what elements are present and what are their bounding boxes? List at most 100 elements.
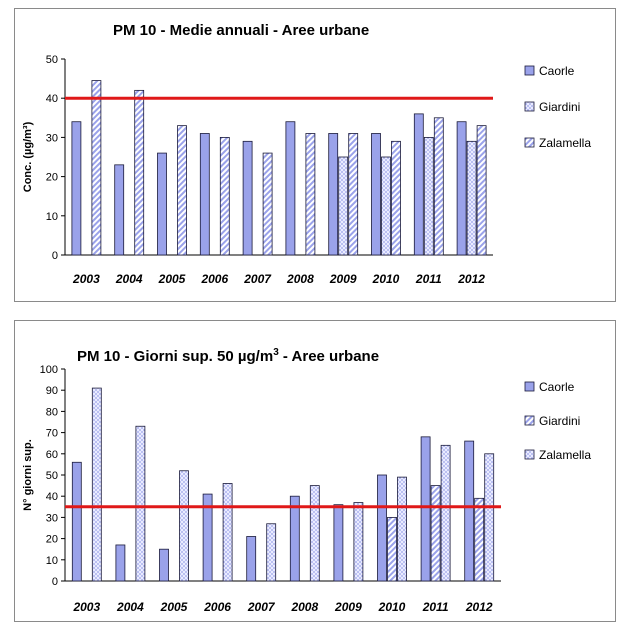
x-category-label: 2003 xyxy=(72,600,100,614)
x-category-label: 2009 xyxy=(334,600,362,614)
x-category-label: 2006 xyxy=(200,272,228,286)
y-tick-label: 0 xyxy=(52,250,58,262)
bar-caorle-2003 xyxy=(71,461,82,582)
bar-zalamella-2007 xyxy=(266,523,277,582)
bar-zalamella-2010 xyxy=(391,140,401,256)
x-category-label: 2003 xyxy=(72,272,100,286)
chart-giorni-superamento: PM 10 - Giorni sup. 50 µg/m3 - Aree urba… xyxy=(22,347,591,614)
y-tick-label: 20 xyxy=(46,534,58,546)
bar-zalamella-2006 xyxy=(219,136,230,256)
bar-zalamella-2011 xyxy=(433,117,444,256)
legend-swatch-caorle xyxy=(524,65,535,76)
bar-zalamella-2012 xyxy=(484,453,495,582)
bar-caorle-2011 xyxy=(413,113,424,256)
x-category-label: 2012 xyxy=(465,600,493,614)
legend-label-giardini: Giardini xyxy=(539,414,580,428)
bar-zalamella-2011 xyxy=(440,444,451,582)
x-category-label: 2006 xyxy=(203,600,231,614)
bar-zalamella-2008 xyxy=(309,485,320,582)
legend-label-zalamella: Zalamella xyxy=(539,136,591,150)
bar-zalamella-2003 xyxy=(91,80,102,256)
bar-caorle-2012 xyxy=(464,440,475,582)
x-category-label: 2007 xyxy=(243,272,272,286)
y-tick-label: 90 xyxy=(46,385,58,397)
y-tick-label: 50 xyxy=(46,54,58,66)
y-axis-label: N° giorni sup. xyxy=(22,439,34,511)
bar-caorle-2008 xyxy=(289,495,300,582)
legend-swatch-caorle xyxy=(524,381,535,392)
bar-giardini-2010 xyxy=(387,516,397,582)
legend-label-caorle: Caorle xyxy=(539,64,575,78)
legend-swatch-zalamella xyxy=(524,449,535,460)
y-tick-label: 50 xyxy=(46,470,58,482)
x-category-label: 2010 xyxy=(378,600,406,614)
legend-swatch-giardini xyxy=(524,415,535,426)
legend-label-giardini: Giardini xyxy=(539,100,580,114)
x-category-label: 2005 xyxy=(158,272,186,286)
chart-panel-giorni-superamento: PM 10 - Giorni sup. 50 µg/m3 - Aree urba… xyxy=(14,320,616,622)
bar-caorle-2005 xyxy=(157,152,167,256)
bar-zalamella-2012 xyxy=(476,125,487,256)
y-tick-label: 40 xyxy=(46,491,58,503)
bar-caorle-2004 xyxy=(114,164,125,256)
x-category-label: 2009 xyxy=(329,272,357,286)
x-category-label: 2004 xyxy=(116,600,144,614)
bar-zalamella-2008 xyxy=(305,133,316,256)
x-category-label: 2012 xyxy=(457,272,485,286)
x-category-label: 2011 xyxy=(422,600,449,614)
x-category-label: 2008 xyxy=(286,272,314,286)
y-tick-label: 10 xyxy=(46,555,58,567)
bar-zalamella-2010 xyxy=(397,476,407,582)
bar-caorle-2010 xyxy=(377,474,387,582)
bar-caorle-2006 xyxy=(202,493,213,582)
bar-giardini-2011 xyxy=(423,136,434,256)
y-tick-label: 10 xyxy=(46,211,58,223)
y-tick-label: 20 xyxy=(46,172,58,184)
legend-label-caorle: Caorle xyxy=(539,380,575,394)
chart-title: PM 10 - Giorni sup. 50 µg/m3 - Aree urba… xyxy=(77,347,379,365)
y-axis-label: Conc. (µg/m³) xyxy=(22,121,34,192)
chart-medie-annuali: PM 10 - Medie annuali - Aree urbane Conc.… xyxy=(22,22,591,286)
y-tick-label: 80 xyxy=(46,406,58,418)
bar-caorle-2009 xyxy=(333,504,344,582)
x-category-label: 2010 xyxy=(372,272,400,286)
y-tick-label: 30 xyxy=(46,512,58,524)
y-tick-label: 30 xyxy=(46,132,58,144)
y-tick-label: 100 xyxy=(40,364,58,376)
legend-label-zalamella: Zalamella xyxy=(539,448,591,462)
bar-caorle-2009 xyxy=(328,133,339,256)
bar-zalamella-2009 xyxy=(348,133,359,256)
chart-panel-medie-annuali: PM 10 - Medie annuali - Aree urbane Conc.… xyxy=(14,8,616,302)
x-category-label: 2011 xyxy=(415,272,442,286)
bar-zalamella-2005 xyxy=(177,125,187,256)
bar-caorle-2007 xyxy=(242,140,253,256)
chart-title: PM 10 - Medie annuali - Aree urbane xyxy=(113,22,369,39)
y-tick-label: 60 xyxy=(46,449,58,461)
bar-zalamella-2009 xyxy=(353,502,364,582)
bar-giardini-2010 xyxy=(381,156,391,256)
bar-giardini-2012 xyxy=(474,497,485,582)
bar-giardini-2012 xyxy=(466,140,477,256)
bar-caorle-2012 xyxy=(456,121,467,256)
x-category-label: 2004 xyxy=(115,272,143,286)
bar-caorle-2010 xyxy=(371,133,381,256)
bar-caorle-2007 xyxy=(246,536,257,582)
bar-caorle-2011 xyxy=(420,436,431,582)
bar-zalamella-2004 xyxy=(135,425,146,582)
bar-caorle-2005 xyxy=(159,548,169,582)
y-tick-label: 0 xyxy=(52,576,58,588)
bar-zalamella-2006 xyxy=(222,483,233,582)
bar-caorle-2006 xyxy=(199,133,210,256)
legend-swatch-zalamella xyxy=(524,137,535,148)
x-category-label: 2008 xyxy=(290,600,318,614)
x-category-label: 2005 xyxy=(160,600,188,614)
bar-zalamella-2005 xyxy=(179,470,189,582)
bar-caorle-2003 xyxy=(71,121,82,256)
legend-swatch-giardini xyxy=(524,101,535,112)
bar-caorle-2004 xyxy=(115,544,126,582)
bar-zalamella-2007 xyxy=(262,152,273,256)
bar-caorle-2008 xyxy=(285,121,296,256)
bar-zalamella-2003 xyxy=(91,387,102,582)
x-category-label: 2007 xyxy=(247,600,276,614)
y-tick-label: 40 xyxy=(46,93,58,105)
